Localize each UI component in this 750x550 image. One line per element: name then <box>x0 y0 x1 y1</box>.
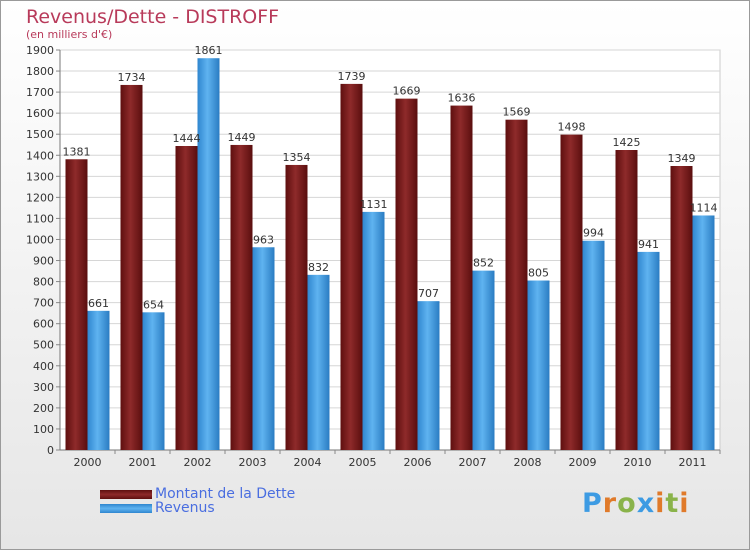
bar-debt <box>505 119 528 451</box>
data-label-revenus: 805 <box>528 267 549 280</box>
chart-title: Revenus/Dette - DISTROFF <box>26 6 280 28</box>
y-tick-label: 300 <box>33 381 54 394</box>
bar-revenus <box>582 240 605 450</box>
bar-revenus <box>527 280 550 450</box>
data-label-revenus: 941 <box>638 238 659 251</box>
bar-debt <box>65 159 88 450</box>
data-label-revenus: 707 <box>418 287 439 300</box>
x-tick-label: 2005 <box>349 456 377 469</box>
bar-revenus <box>637 251 660 450</box>
data-label-debt: 1636 <box>448 92 476 105</box>
y-tick-label: 500 <box>33 339 54 352</box>
x-tick-label: 2006 <box>404 456 432 469</box>
x-tick-label: 2002 <box>184 456 212 469</box>
data-label-revenus: 852 <box>473 257 494 270</box>
logo-letter: x <box>636 488 656 519</box>
data-label-debt: 1669 <box>393 85 421 98</box>
x-tick-label: 2011 <box>679 456 707 469</box>
y-tick-label: 1200 <box>26 191 54 204</box>
y-tick-label: 1800 <box>26 65 54 78</box>
chart-subtitle: (en milliers d'€) <box>26 28 113 41</box>
y-tick-label: 1000 <box>26 233 54 246</box>
bar-debt <box>285 164 308 450</box>
y-tick-label: 600 <box>33 318 54 331</box>
logo-letter: i <box>655 488 666 519</box>
y-tick-label: 800 <box>33 276 54 289</box>
y-tick-label: 100 <box>33 423 54 436</box>
data-label-debt: 1444 <box>173 132 201 145</box>
legend-label-revenus: Revenus <box>155 500 215 516</box>
y-tick-label: 900 <box>33 255 54 268</box>
y-tick-label: 1400 <box>26 149 54 162</box>
y-tick-label: 200 <box>33 402 54 415</box>
y-tick-label: 700 <box>33 297 54 310</box>
logo-letter: r <box>602 488 618 519</box>
logo-letter: t <box>665 488 680 519</box>
data-label-debt: 1739 <box>338 70 366 83</box>
bar-debt <box>175 146 198 450</box>
bar-revenus <box>142 312 165 450</box>
legend-swatch-revenus <box>100 504 152 513</box>
x-tick-label: 2009 <box>569 456 597 469</box>
bar-revenus <box>472 270 495 450</box>
bar-revenus <box>87 310 110 450</box>
data-label-debt: 1354 <box>283 151 311 164</box>
bar-revenus <box>362 211 385 450</box>
x-tick-label: 2007 <box>459 456 487 469</box>
proxiti-logo: Proxiti <box>582 488 690 519</box>
data-label-revenus: 1861 <box>195 44 223 57</box>
bar-revenus <box>417 301 440 450</box>
data-label-debt: 1734 <box>118 71 146 84</box>
data-label-debt: 1569 <box>503 106 531 119</box>
data-label-debt: 1498 <box>558 121 586 134</box>
bar-revenus <box>692 215 715 450</box>
x-tick-label: 2001 <box>129 456 157 469</box>
bar-debt <box>450 105 473 450</box>
data-label-debt: 1449 <box>228 131 256 144</box>
logo-letter: i <box>679 488 690 519</box>
x-tick-label: 2008 <box>514 456 542 469</box>
x-tick-label: 2003 <box>239 456 267 469</box>
legend-label-debt: Montant de la Dette <box>155 486 296 502</box>
data-label-revenus: 1114 <box>690 201 718 214</box>
data-label-revenus: 994 <box>583 227 604 240</box>
bar-debt <box>615 150 638 450</box>
data-label-revenus: 661 <box>88 297 109 310</box>
data-label-revenus: 963 <box>253 233 274 246</box>
y-tick-label: 1300 <box>26 170 54 183</box>
bar-revenus <box>252 247 275 450</box>
y-tick-label: 1900 <box>26 44 54 57</box>
x-tick-label: 2010 <box>624 456 652 469</box>
x-tick-label: 2000 <box>74 456 102 469</box>
x-tick-label: 2004 <box>294 456 322 469</box>
bar-debt <box>670 166 693 450</box>
y-tick-label: 1500 <box>26 128 54 141</box>
logo-letter: P <box>582 488 603 519</box>
y-tick-label: 1100 <box>26 212 54 225</box>
logo-letter: o <box>617 488 637 519</box>
y-tick-label: 0 <box>47 444 54 457</box>
data-label-debt: 1381 <box>63 145 91 158</box>
bar-debt <box>120 84 143 451</box>
bar-debt <box>230 144 253 450</box>
bar-debt <box>395 98 418 450</box>
y-tick-label: 1700 <box>26 86 54 99</box>
y-tick-label: 1600 <box>26 107 54 120</box>
data-label-debt: 1349 <box>668 152 696 165</box>
legend-swatch-debt <box>100 490 152 499</box>
data-label-revenus: 832 <box>308 261 329 274</box>
data-label-revenus: 654 <box>143 298 164 311</box>
bar-revenus <box>197 58 220 451</box>
bar-revenus <box>307 274 330 450</box>
plot-area <box>59 49 721 451</box>
bar-debt <box>340 83 363 450</box>
data-label-revenus: 1131 <box>360 198 388 211</box>
y-tick-label: 400 <box>33 360 54 373</box>
data-label-debt: 1425 <box>613 136 641 149</box>
bar-debt <box>560 134 583 450</box>
